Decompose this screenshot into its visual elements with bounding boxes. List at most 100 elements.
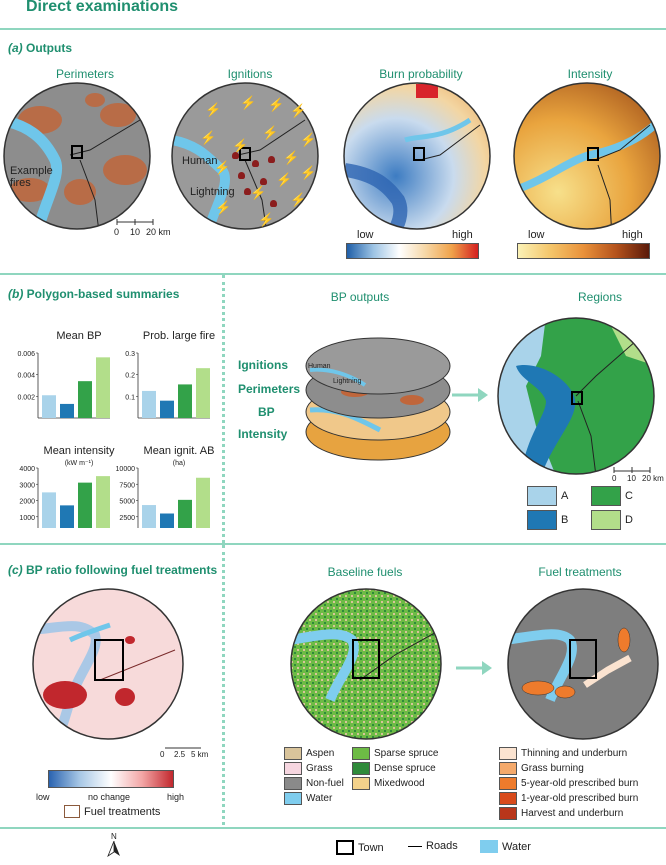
lightning-icon: ⚡ (240, 95, 257, 110)
y-tick-label: 0.3 (125, 351, 135, 358)
fuel-legend-dense-spruce: Dense spruce (352, 762, 436, 775)
fuel-legend-water: Water (284, 792, 332, 805)
town-icon (336, 840, 354, 855)
dotted-divider (222, 275, 225, 543)
region-swatch-d (591, 510, 621, 530)
y-tick-label: 4000 (19, 466, 35, 473)
region-legend-b: B (527, 510, 568, 530)
perimeters-map (4, 83, 150, 229)
section-letter: (c) (8, 563, 23, 577)
section-letter: (a) (8, 41, 23, 55)
layer-label-intensity: Intensity (238, 427, 288, 441)
bar-charts: Mean BP 0.002 0.004 0.006 Prob. large fire 0.… (17, 330, 215, 528)
fuel-treatments-map (508, 589, 658, 739)
lightning-icon: ⚡ (283, 150, 300, 165)
bar-a (42, 395, 56, 418)
section-title: Outputs (26, 41, 73, 55)
regions-map (497, 317, 655, 475)
panel-title-burn-probability: Burn probability (379, 67, 463, 81)
baseline-fuels-title: Baseline fuels (327, 565, 403, 579)
scale-20: 20 km (642, 474, 664, 483)
bar-c (178, 499, 192, 528)
swatch (284, 762, 302, 775)
y-tick-label: 2500 (119, 515, 135, 522)
example-fires-label: Example fires (10, 165, 53, 189)
fuel-treatments-legend: Fuel treatments (64, 805, 160, 818)
lightning-icon: ⚡ (290, 103, 307, 118)
lightning-icon: ⚡ (200, 130, 217, 145)
bp-ratio-map (33, 589, 183, 739)
y-tick-label: 2000 (19, 499, 35, 506)
swatch (284, 792, 302, 805)
section-title: BP ratio following fuel treatments (26, 563, 218, 577)
footer-water-legend: Water (480, 840, 531, 853)
layer-label-bp: BP (258, 405, 275, 419)
fuel-legend-non-fuel: Non-fuel (284, 777, 344, 790)
human-icon (238, 172, 245, 179)
lightning-icon: ⚡ (276, 172, 293, 187)
human-icon (232, 152, 239, 159)
swatch (499, 762, 517, 775)
intensity-map (514, 83, 660, 229)
chart-title: Mean intensity (44, 445, 115, 457)
lightning-icon: ⚡ (300, 132, 317, 147)
human-icon (270, 200, 277, 207)
bar-a (42, 492, 56, 528)
bar-b (160, 513, 174, 528)
lightning-icon: ⚡ (214, 160, 231, 175)
section-title: Polygon-based summaries (26, 287, 180, 301)
y-tick-label: 0.004 (17, 373, 35, 380)
swatch (352, 777, 370, 790)
road-icon (408, 845, 422, 847)
divider (0, 273, 666, 275)
section-c-maps (32, 588, 659, 749)
lightning-icon: ⚡ (300, 165, 317, 180)
y-tick-label: 10000 (116, 466, 136, 473)
bp-ratio-gradient (48, 770, 174, 788)
scale-2-5: 2.5 (174, 750, 186, 759)
bar-d (196, 477, 210, 528)
swatch (499, 747, 517, 760)
y-tick-label: 0.1 (125, 394, 135, 401)
swatch (352, 747, 370, 760)
divider (0, 28, 666, 30)
figure-title: Direct examinations (26, 0, 179, 15)
ratio-high-label: high (167, 792, 185, 802)
intensity-legend-high: high (622, 229, 643, 241)
layer-stack (305, 337, 451, 461)
swatch (352, 762, 370, 775)
treatment-legend-5yr-burn: 5-year-old prescribed burn (499, 777, 638, 790)
panel-title-perimeters: Perimeters (55, 67, 114, 81)
lightning-icon: ⚡ (232, 138, 249, 153)
bp-outputs-title: BP outputs (330, 290, 390, 304)
y-tick-label: 0.006 (17, 351, 35, 358)
swatch (499, 777, 517, 790)
section-c-title: (c) BP ratio following fuel treatments (8, 563, 217, 577)
swatch (499, 792, 517, 805)
human-icon (260, 178, 267, 185)
y-tick-label: 7500 (119, 482, 135, 489)
lightning-icon: ⚡ (215, 200, 232, 215)
intensity-legend-low: low (528, 229, 545, 241)
lightning-icon: ⚡ (290, 192, 307, 207)
treatment-legend-harvest: Harvest and underburn (499, 807, 623, 820)
arrow-icon (452, 388, 488, 402)
scale-5: 5 km (191, 750, 209, 759)
bar-c (78, 381, 92, 418)
region-swatch-b (527, 510, 557, 530)
region-legend-d: D (591, 510, 633, 530)
dotted-divider (222, 545, 225, 825)
y-tick-label: 0.002 (17, 394, 35, 401)
footer-town-legend: Town (336, 840, 384, 855)
bar-d (96, 357, 110, 418)
divider (0, 543, 666, 545)
swatch (284, 777, 302, 790)
scale-20: 20 km (146, 227, 171, 237)
bar-b (60, 505, 74, 528)
region-legend-c: C (591, 486, 633, 506)
bar-c (78, 482, 92, 528)
panel-title-intensity: Intensity (567, 67, 613, 81)
layer-label-perimeters: Perimeters (238, 382, 301, 396)
chart-unit: (kW m⁻¹) (65, 460, 94, 467)
